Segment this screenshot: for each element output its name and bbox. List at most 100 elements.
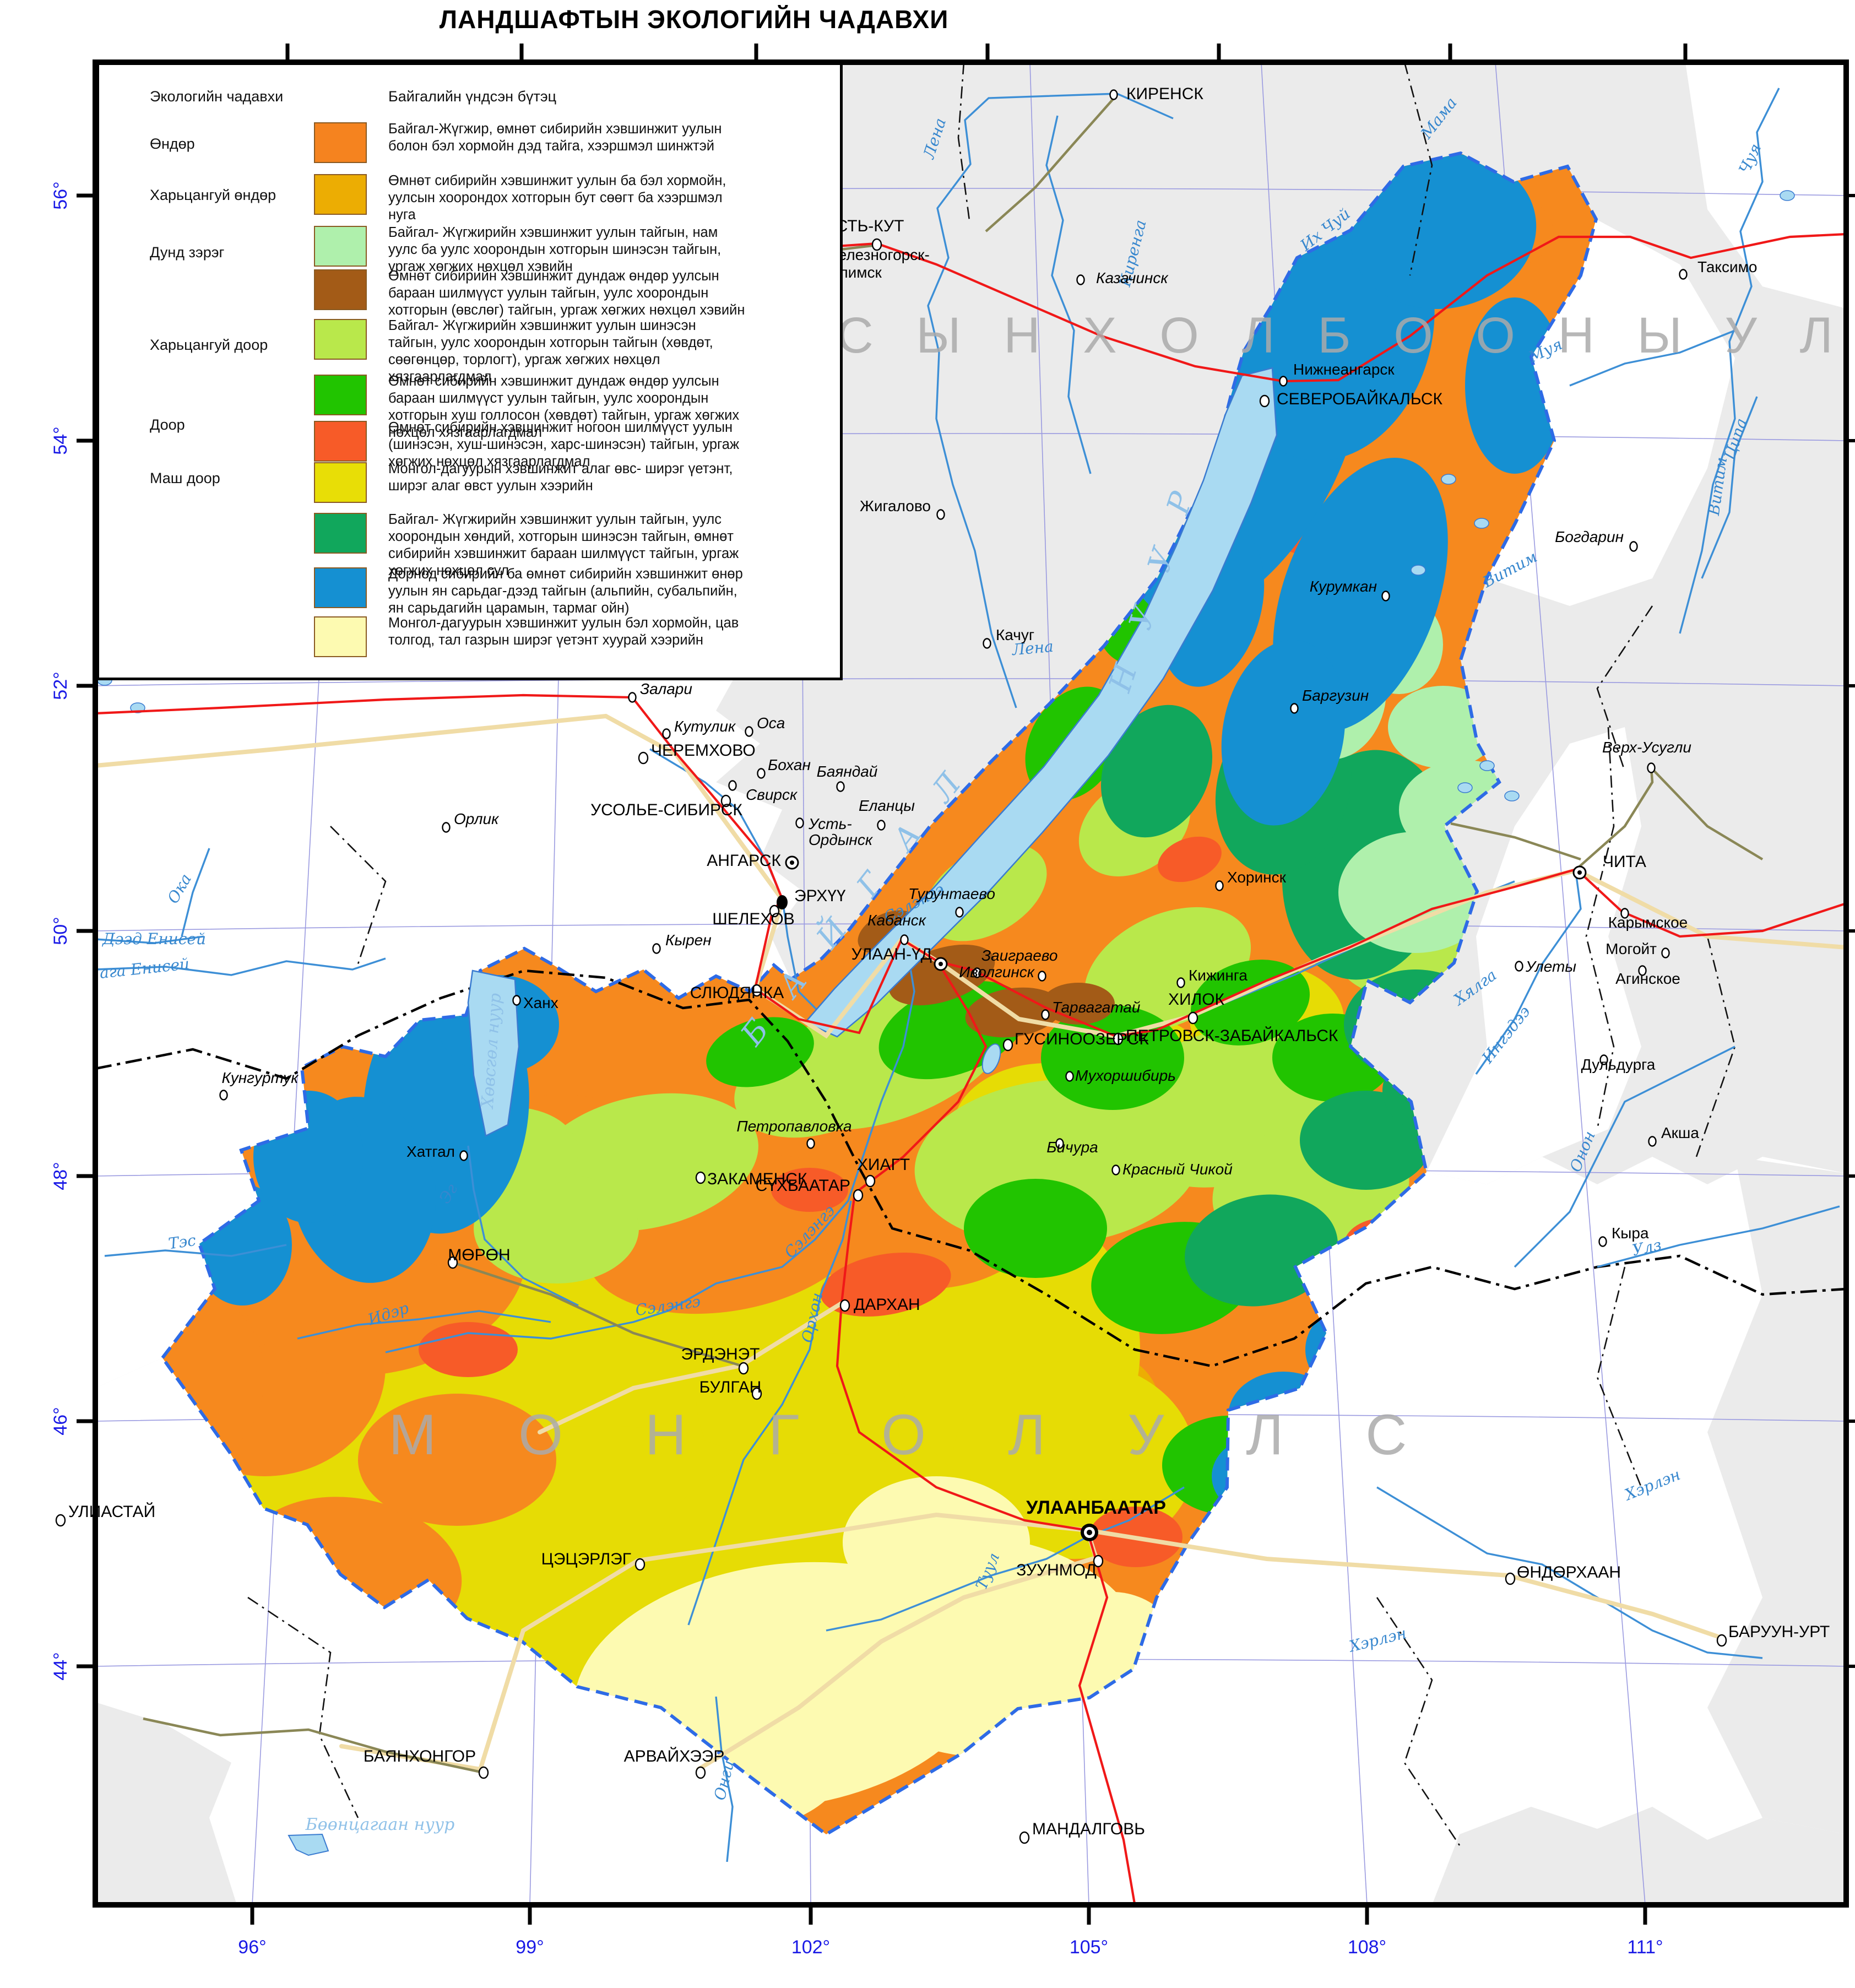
small-lake-4: [1411, 565, 1426, 576]
lake-label-3: Бөөнцагаан нуур: [305, 1815, 455, 1834]
lat-label-5: 46°: [50, 1407, 71, 1435]
basin-boundary: [160, 151, 1598, 1837]
river-label-24: Тэс: [167, 1231, 197, 1253]
small-lake-8: [1504, 790, 1520, 801]
small-lake-3: [1474, 518, 1489, 529]
city-label-ӨНДӨРХААН: ӨНДӨРХААН: [1517, 1563, 1621, 1581]
legend-category-5: Маш доор: [150, 470, 220, 486]
city-label-Богдарин: Богдарин: [1555, 528, 1624, 545]
city-label-Могойт: Могойт: [1606, 940, 1657, 957]
legend-swatch-6: [314, 421, 367, 462]
gray-region-1: [1432, 1807, 1846, 1905]
legend-swatch-7: [314, 462, 367, 503]
city-label-Ханх: Ханх: [523, 994, 558, 1011]
city-label-Ордынск: Ордынск: [809, 831, 874, 848]
lon-label-3: 105°: [1070, 1937, 1108, 1958]
legend-category-4: Доор: [150, 416, 185, 433]
legend-row-text-0: Байгал-Жүгжир, өмнөт сибирийн хэвшинжит …: [388, 121, 722, 154]
city-label-УЛИАСТАЙ: УЛИАСТАЙ: [68, 1502, 155, 1521]
city-label-Хоринск: Хоринск: [1227, 869, 1287, 886]
city-label-Бичура: Бичура: [1046, 1139, 1098, 1156]
city-label-ХИАГТ: ХИАГТ: [857, 1156, 910, 1174]
city-label-Улеты: Улеты: [1525, 958, 1576, 975]
city-label-Залари: Залари: [640, 680, 692, 697]
map-title: ЛАНДШАФТЫН ЭКОЛОГИЙН ЧАДАВХИ: [439, 5, 949, 34]
city-label-Турунтаево: Турунтаево: [908, 885, 995, 902]
legend-swatch-0: [314, 122, 367, 163]
city-label-Орлик: Орлик: [454, 810, 500, 827]
city-label-Качуг: Качуг: [996, 626, 1034, 643]
city-label-СЕВЕРОБАЙКАЛЬСК: СЕВЕРОБАЙКАЛЬСК: [1277, 389, 1443, 408]
city-label-Кырен: Кырен: [665, 931, 712, 949]
city-label-Свирск: Свирск: [746, 786, 798, 803]
city-label-МАНДАЛГОВЬ: МАНДАЛГОВЬ: [1032, 1820, 1145, 1838]
lake-gusinoye: [981, 1043, 1001, 1074]
non-basin-region-0: [95, 617, 804, 1388]
lat-label-2: 52°: [50, 671, 71, 700]
legend-row-text-1: Өмнөт сибирийн хэвшинжит уулын ба бэл хо…: [388, 173, 726, 223]
legend-header-left: Экологийн чадавхи: [150, 88, 284, 105]
city-label-Усть-: Усть-: [808, 815, 852, 832]
lon-label-2: 102°: [791, 1937, 830, 1958]
city-label-Баяндай: Баяндай: [817, 763, 878, 780]
legend-swatch-2: [314, 226, 367, 267]
city-label-КИРЕНСК: КИРЕНСК: [1126, 85, 1203, 103]
city-label-Акша: Акша: [1661, 1124, 1699, 1141]
city-label-Верх-Усугли: Верх-Усугли: [1602, 739, 1691, 756]
legend-swatch-1: [314, 174, 367, 215]
city-label-Курумкан: Курумкан: [1310, 578, 1377, 595]
country-label-1: М О Н Г О Л У Л С: [389, 1403, 1440, 1467]
city-label-ЗАКАМЕНСК: ЗАКАМЕНСК: [707, 1170, 807, 1188]
city-label-ЗУУНМОД: ЗУУНМОД: [1016, 1561, 1097, 1579]
small-lake-2: [1441, 474, 1456, 485]
legend-category-3: Харьцангуй доор: [150, 337, 268, 353]
legend-row-text-8: Байгал- Жүгжирийн хэвшинжит уулын тайгын…: [388, 512, 739, 578]
legend-category-2: Дунд зэрэг: [150, 244, 225, 261]
city-label-УЛААНБААТАР: УЛААНБААТАР: [1026, 1497, 1166, 1518]
lat-label-3: 50°: [50, 917, 71, 945]
city-label-АРВАЙХЭЭР: АРВАЙХЭЭР: [624, 1747, 725, 1765]
legend-swatch-5: [314, 375, 367, 415]
city-label-ГУСИНООЗЕРСК: ГУСИНООЗЕРСК: [1015, 1030, 1149, 1048]
city-label-Жигалово: Жигалово: [860, 497, 931, 514]
railway-2: [836, 960, 1136, 1904]
lake-khovsgol: [467, 969, 520, 1137]
city-label-Оса: Оса: [757, 714, 785, 732]
city-label-Кыра: Кыра: [1612, 1225, 1649, 1242]
city-label-Еланцы: Еланцы: [859, 797, 915, 814]
city-label-Тарвагатай: Тарвагатай: [1052, 999, 1141, 1016]
lat-label-0: 56°: [50, 181, 71, 209]
city-label-ЧИТА: ЧИТА: [1603, 853, 1646, 871]
legend-row-text-2: Байгал- Жүгжирийн хэвшинжит уулын тайгын…: [388, 225, 722, 274]
gray-region-0: [95, 1702, 237, 1905]
city-label-Заиграево: Заиграево: [981, 947, 1057, 964]
city-label-МӨРӨН: МӨРӨН: [448, 1246, 510, 1264]
city-label-Бохан: Бохан: [768, 756, 811, 773]
legend-category-1: Харьцангуй өндөр: [150, 187, 276, 203]
city-label-ЦЭЦЭРЛЭГ: ЦЭЦЭРЛЭГ: [541, 1550, 631, 1568]
city-label-БУЛГАН: БУЛГАН: [699, 1378, 762, 1396]
city-label-АНГАРСК: АНГАРСК: [707, 852, 781, 870]
city-label-Кижинга: Кижинга: [1189, 967, 1247, 984]
legend-header-right: Байгалийн үндсэн бүтэц: [388, 88, 557, 105]
lon-label-1: 99°: [516, 1937, 544, 1958]
lat-label-1: 54°: [50, 426, 71, 454]
city-label-УСОЛЬЕ-СИБИРСК: УСОЛЬЕ-СИБИРСК: [590, 801, 742, 819]
city-label-Агинское: Агинское: [1615, 970, 1680, 987]
lake-boontsagaan: [288, 1833, 329, 1856]
legend-category-0: Өндөр: [150, 136, 195, 152]
city-label-Петропавловка: Петропавловка: [736, 1118, 851, 1135]
legend-swatch-9: [314, 567, 367, 608]
city-label-ХИЛОК: ХИЛОК: [1168, 990, 1225, 1009]
city-label-Карымское: Карымское: [1608, 914, 1688, 931]
city-label-СЛЮДЯНКА: СЛЮДЯНКА: [690, 984, 784, 1002]
small-lake-6: [1457, 782, 1473, 793]
lon-label-5: 111°: [1627, 1937, 1663, 1958]
city-label-ДАРХАН: ДАРХАН: [854, 1296, 920, 1314]
legend-row-text-6: Өмнөт сибирийн хэвшинжит ногоон шилмүүст…: [388, 420, 740, 469]
legend-row-text-7: Монгол-дагуурын хэвшинжит алаг өвс- ширэ…: [388, 461, 733, 494]
non-basin-region-2: [1685, 62, 1846, 308]
city-label-Нижнеангарск: Нижнеангарск: [1293, 361, 1395, 378]
map-frame: [93, 59, 1849, 1908]
